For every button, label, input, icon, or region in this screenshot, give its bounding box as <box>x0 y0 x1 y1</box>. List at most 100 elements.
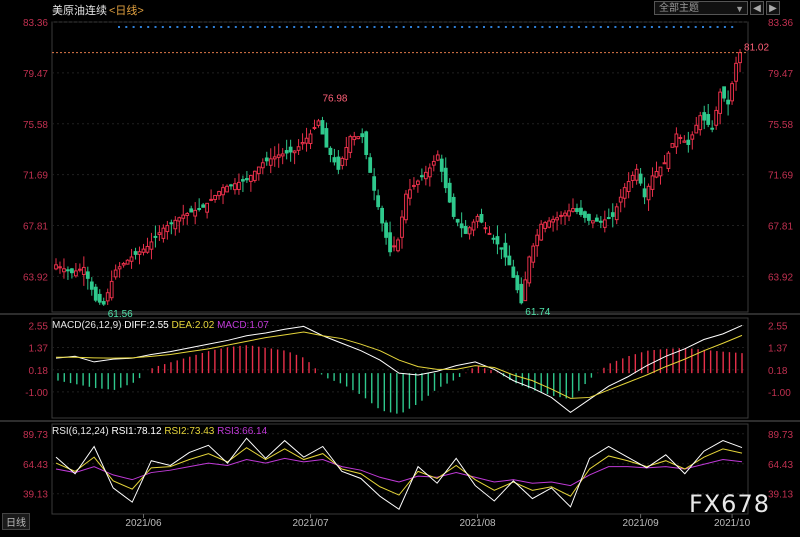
instrument-name: 美原油连续 <box>52 5 107 17</box>
theme-selector[interactable]: 全部主题 ▼ <box>654 1 748 15</box>
signal-dot <box>519 26 522 28</box>
candle-down <box>479 214 484 223</box>
signal-dot <box>285 26 288 28</box>
signal-dot <box>687 26 690 28</box>
candle-up <box>718 91 723 114</box>
rsi-tick-label: 89.73 <box>768 430 793 441</box>
signal-dot <box>402 26 405 28</box>
candle-up <box>292 150 297 154</box>
signal-dot <box>125 26 128 28</box>
candle-down <box>459 223 464 229</box>
macd-legend: MACD(26,12,9) DIFF:2.55 DEA:2.02 MACD:1.… <box>52 320 269 331</box>
candle-down <box>244 178 249 181</box>
price-tick-label: 79.47 <box>768 69 793 80</box>
candle-up <box>304 137 309 144</box>
signal-dot <box>366 26 369 28</box>
candle-up <box>256 166 261 175</box>
candle-down <box>284 150 289 154</box>
signal-dot <box>607 26 610 28</box>
candle-up <box>248 175 253 182</box>
candle-down <box>89 281 94 290</box>
candle-down <box>519 283 524 304</box>
candle-up <box>209 198 213 201</box>
candle-up <box>475 215 480 222</box>
candle-down <box>197 208 202 211</box>
candle-up <box>547 220 552 228</box>
candle-up <box>62 268 66 273</box>
prev-button[interactable]: ◀ <box>750 1 764 15</box>
signal-dot <box>183 26 186 28</box>
candle-up <box>734 62 738 82</box>
candle-up <box>225 185 229 193</box>
rsi-legend: RSI(6,12,24) RSI1:78.12 RSI2:73.43 RSI3:… <box>52 426 267 437</box>
candle-up <box>149 241 154 250</box>
candle-down <box>606 217 611 220</box>
macd-name: MACD(26,12,9) <box>52 320 122 331</box>
price-tick-label: 75.58 <box>768 120 793 131</box>
candle-up <box>233 183 237 191</box>
candle-down <box>451 196 456 217</box>
candle-down <box>97 293 102 303</box>
signal-dot <box>636 26 639 28</box>
candle-up <box>137 251 142 255</box>
candle-up <box>646 185 651 201</box>
rsi-tick-label: 64.43 <box>768 460 793 471</box>
next-button[interactable]: ▶ <box>766 1 780 15</box>
candle-down <box>264 157 269 162</box>
candle-up <box>563 212 567 217</box>
chevron-down-icon: ▼ <box>735 4 744 14</box>
candle-down <box>169 222 174 225</box>
candle-up <box>714 109 719 126</box>
rsi2-line <box>55 447 743 497</box>
signal-dot <box>227 26 230 28</box>
candle-up <box>213 194 217 200</box>
signal-dot <box>592 26 595 28</box>
candle-down <box>419 175 424 178</box>
high-annotation: 76.98 <box>322 93 347 104</box>
candle-up <box>626 181 631 193</box>
candle-down <box>638 173 643 184</box>
signal-dot <box>139 26 142 28</box>
candle-up <box>193 209 198 217</box>
signal-dot <box>475 26 478 28</box>
signal-dot <box>147 26 150 28</box>
signal-dot <box>709 26 712 28</box>
signal-dot <box>585 26 588 28</box>
candle-up <box>678 136 683 139</box>
candle-down <box>503 242 508 258</box>
candle-up <box>431 160 436 166</box>
signal-dot <box>191 26 193 28</box>
candle-down <box>443 167 448 189</box>
rsi-name: RSI(6,12,24) <box>52 426 109 437</box>
macd-dea-value: DEA:2.02 <box>171 320 215 331</box>
candle-down <box>324 128 329 148</box>
candle-down <box>328 147 333 155</box>
signal-dot <box>154 26 157 28</box>
candle-down <box>726 99 730 105</box>
candle-up <box>551 218 556 223</box>
candle-down <box>495 236 500 245</box>
candle-up <box>654 170 659 178</box>
theme-selector-label: 全部主题 <box>659 3 699 14</box>
signal-dot <box>337 26 339 28</box>
period-tab-daily[interactable]: 日线 <box>2 513 30 530</box>
candle-up <box>435 154 440 161</box>
signal-dot <box>614 26 617 28</box>
signal-dot <box>650 26 653 28</box>
candle-up <box>129 256 134 262</box>
candle-up <box>698 115 703 131</box>
chart-header: 美原油连续 <日线> <box>52 2 144 18</box>
signal-dot <box>132 26 135 28</box>
candle-down <box>579 207 583 215</box>
signal-dot <box>380 26 383 28</box>
candle-up <box>531 245 536 263</box>
signal-dot <box>293 26 296 28</box>
candle-up <box>316 120 321 126</box>
candle-up <box>105 292 110 302</box>
signal-dot <box>322 26 325 28</box>
signal-dot <box>431 26 434 28</box>
signal-dot <box>548 26 551 28</box>
timeframe-label[interactable]: <日线> <box>109 5 144 17</box>
candle-up <box>352 136 357 141</box>
